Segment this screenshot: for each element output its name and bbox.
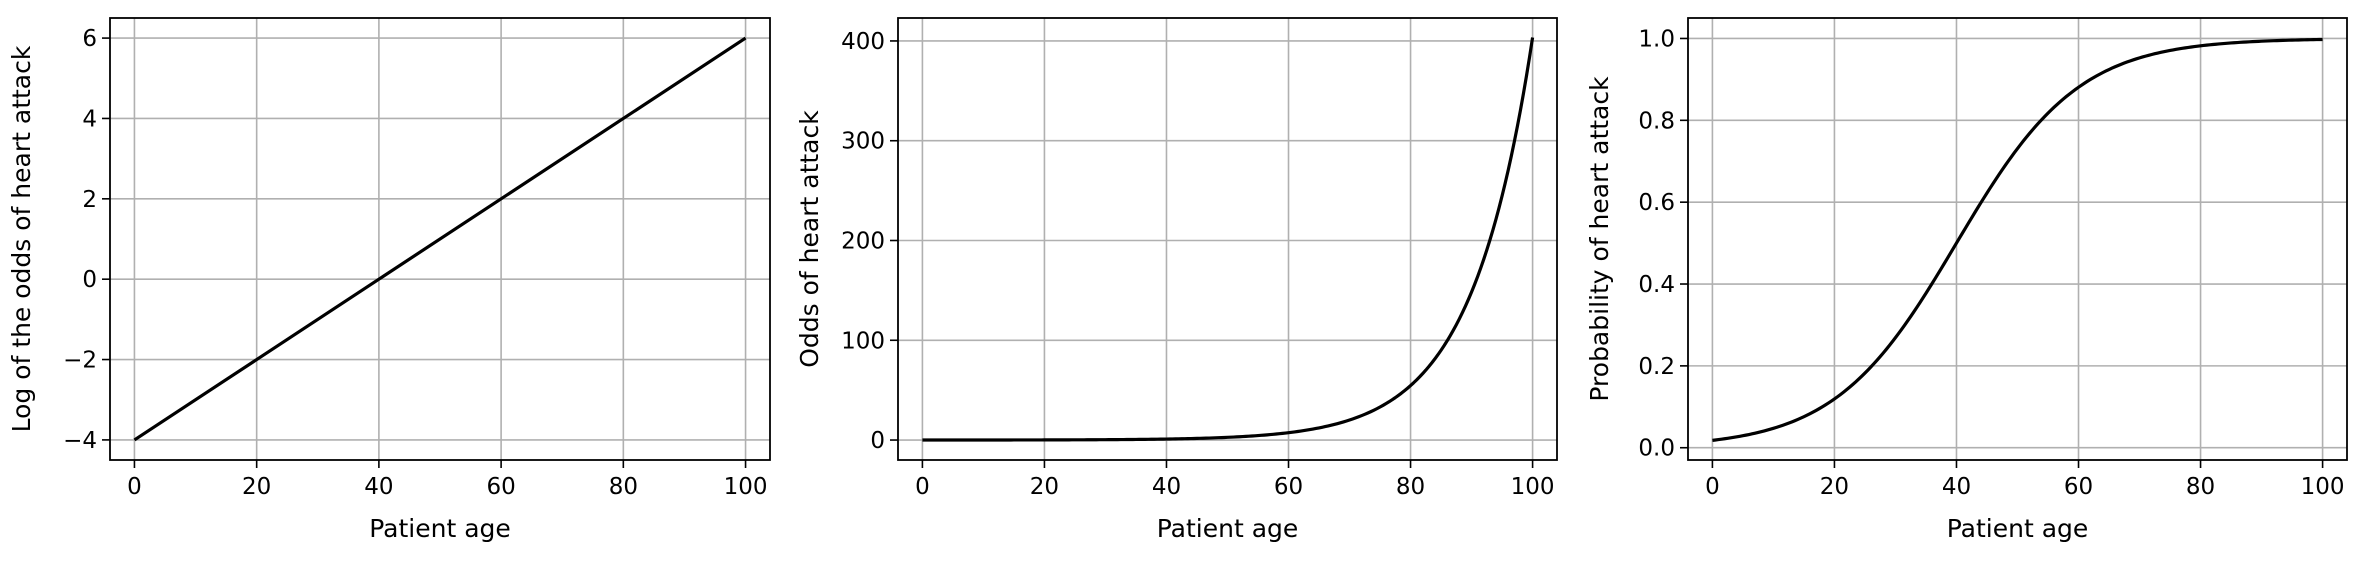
x-tick-label: 100 <box>2301 474 2345 500</box>
y-tick-label: 0 <box>82 267 97 293</box>
y-tick-label: 0.2 <box>1638 354 1675 380</box>
x-tick-label: 40 <box>1152 474 1181 500</box>
chart-panel-log-odds: 0 20 40 60 80 100 −4 −2 0 2 4 6 Patient age Log of th… <box>7 17 771 543</box>
x-tick-label: 20 <box>1820 474 1849 500</box>
y-tick-label: 0 <box>870 428 885 454</box>
x-tick-label: 60 <box>2064 474 2093 500</box>
y-tick-label: 0.6 <box>1638 190 1675 216</box>
y-tick-label: 1.0 <box>1638 26 1675 52</box>
x-axis-label: Patient age <box>1157 514 1299 543</box>
series-line <box>1712 37 2323 442</box>
y-tick-label: 0.4 <box>1638 272 1675 298</box>
x-axis-label: Patient age <box>1947 514 2089 543</box>
y-axis-label: Probability of heart attack <box>1585 76 1614 402</box>
x-tick-label: 80 <box>2186 474 2215 500</box>
x-tick-label: 0 <box>127 474 142 500</box>
y-tick-label: 200 <box>841 228 885 254</box>
chart-panel-probability: 0 20 40 60 80 100 0.0 0.2 0.4 0.6 0.8 1.0 Patient ag… <box>1585 17 2348 543</box>
x-axis-label: Patient age <box>369 514 511 543</box>
series-line <box>922 37 1535 442</box>
x-tick-label: 40 <box>364 474 393 500</box>
chart-panel-odds: 0 20 40 60 80 100 0 100 200 300 400 Patient age Odds… <box>795 17 1558 543</box>
x-tick-label: 20 <box>242 474 271 500</box>
series-line <box>133 36 747 442</box>
axes-frame <box>109 17 771 461</box>
x-tick-label: 100 <box>1511 474 1555 500</box>
y-tick-label: 300 <box>841 129 885 155</box>
axes-frame <box>897 17 1558 461</box>
x-tick-label: 100 <box>724 474 768 500</box>
y-tick-label: −2 <box>63 348 97 374</box>
y-axis-label: Odds of heart attack <box>795 110 824 368</box>
y-axis-label: Log of the odds of heart attack <box>7 45 36 432</box>
x-tick-label: 0 <box>915 474 930 500</box>
x-tick-label: 80 <box>609 474 638 500</box>
x-tick-label: 0 <box>1705 474 1720 500</box>
y-tick-label: 4 <box>82 106 97 132</box>
y-tick-label: 0.0 <box>1638 436 1675 462</box>
axes-frame <box>1687 17 2348 461</box>
x-tick-label: 20 <box>1030 474 1059 500</box>
x-tick-label: 60 <box>1274 474 1303 500</box>
y-tick-label: 2 <box>82 187 97 213</box>
x-tick-label: 40 <box>1942 474 1971 500</box>
y-tick-label: 0.8 <box>1638 108 1675 134</box>
x-tick-label: 80 <box>1396 474 1425 500</box>
y-tick-label: 400 <box>841 29 885 55</box>
y-tick-label: 6 <box>82 26 97 52</box>
y-tick-label: −4 <box>63 428 97 454</box>
x-tick-label: 60 <box>486 474 515 500</box>
y-tick-label: 100 <box>841 328 885 354</box>
